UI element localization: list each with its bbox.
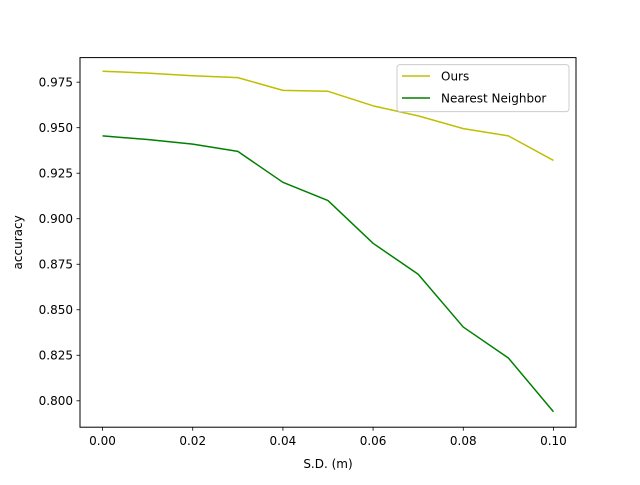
plot-lines: [102, 70, 555, 413]
legend-label-nearest-neighbor: Nearest Neighbor: [441, 92, 546, 106]
plot-frame: [79, 57, 577, 428]
x-tick-label: 0.08: [450, 434, 477, 448]
y-axis-label: accuracy: [11, 215, 25, 269]
y-tick-label: 0.850: [39, 303, 73, 317]
x-tick-label: 0.04: [270, 434, 297, 448]
y-tick-label: 0.975: [39, 75, 73, 89]
x-axis-label: S.D. (m): [303, 457, 352, 471]
x-tick-label: 0.02: [179, 434, 206, 448]
y-tick-label: 0.875: [39, 258, 73, 272]
y-tick-label: 0.900: [39, 212, 73, 226]
series-line-ours: [102, 70, 554, 162]
series-line-nearest-neighbor: [102, 135, 555, 413]
x-tick-label: 0.10: [540, 434, 567, 448]
legend-box: [396, 64, 570, 113]
x-axis-ticks: 0.00 0.02 0.04 0.06 0.08 0.10: [89, 427, 567, 448]
y-axis-ticks: 0.800 0.825 0.850 0.875 0.900 0.925 0.950 0.975: [39, 75, 80, 408]
legend: Ours Nearest Neighbor: [396, 64, 570, 113]
x-tick-label: 0.06: [360, 434, 387, 448]
y-tick-label: 0.925: [39, 167, 73, 181]
y-tick-label: 0.825: [39, 349, 73, 363]
y-tick-label: 0.950: [39, 121, 73, 135]
legend-label-ours: Ours: [441, 70, 469, 84]
y-tick-label: 0.800: [39, 394, 73, 408]
x-tick-label: 0.00: [89, 434, 116, 448]
